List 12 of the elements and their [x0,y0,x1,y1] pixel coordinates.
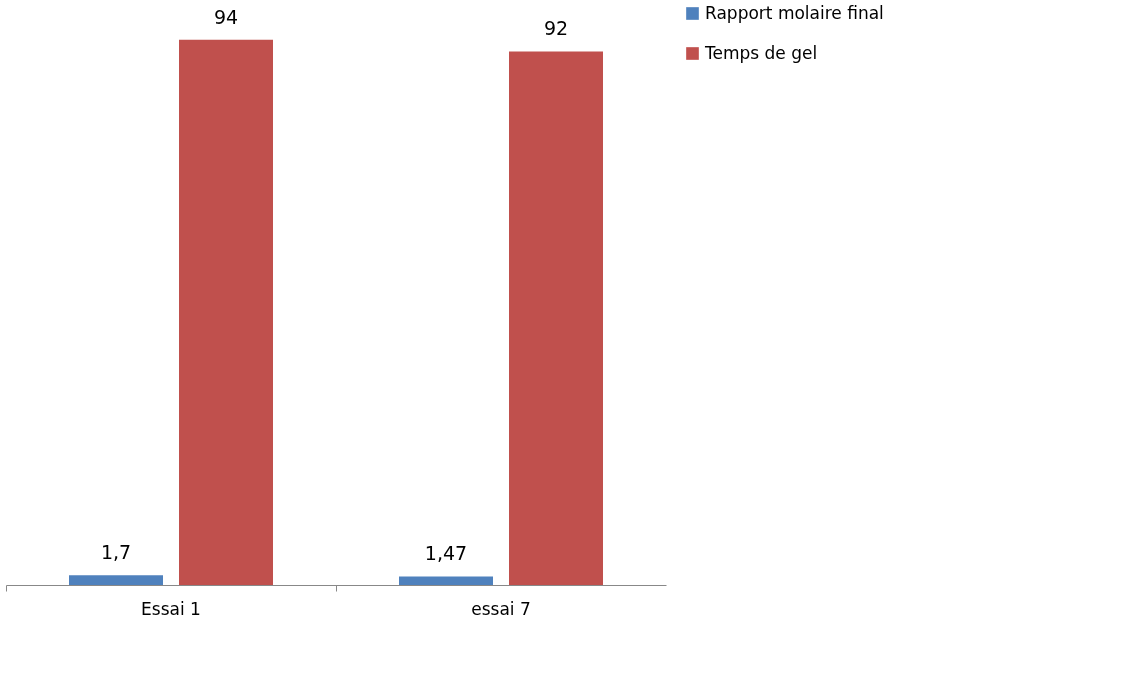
data-label: 1,7 [100,541,132,564]
data-label: 92 [543,17,569,40]
x-tick-label: essai 7 [471,598,531,619]
data-label: 94 [213,5,239,28]
legend-label: Rapport molaire final [705,2,884,23]
x-tick-label: Essai 1 [141,598,201,619]
bar [509,51,603,585]
bar [69,575,163,585]
bar [179,39,273,585]
data-label: 1,47 [424,542,468,565]
bar [399,576,493,585]
legend-label: Temps de gel [704,42,818,63]
